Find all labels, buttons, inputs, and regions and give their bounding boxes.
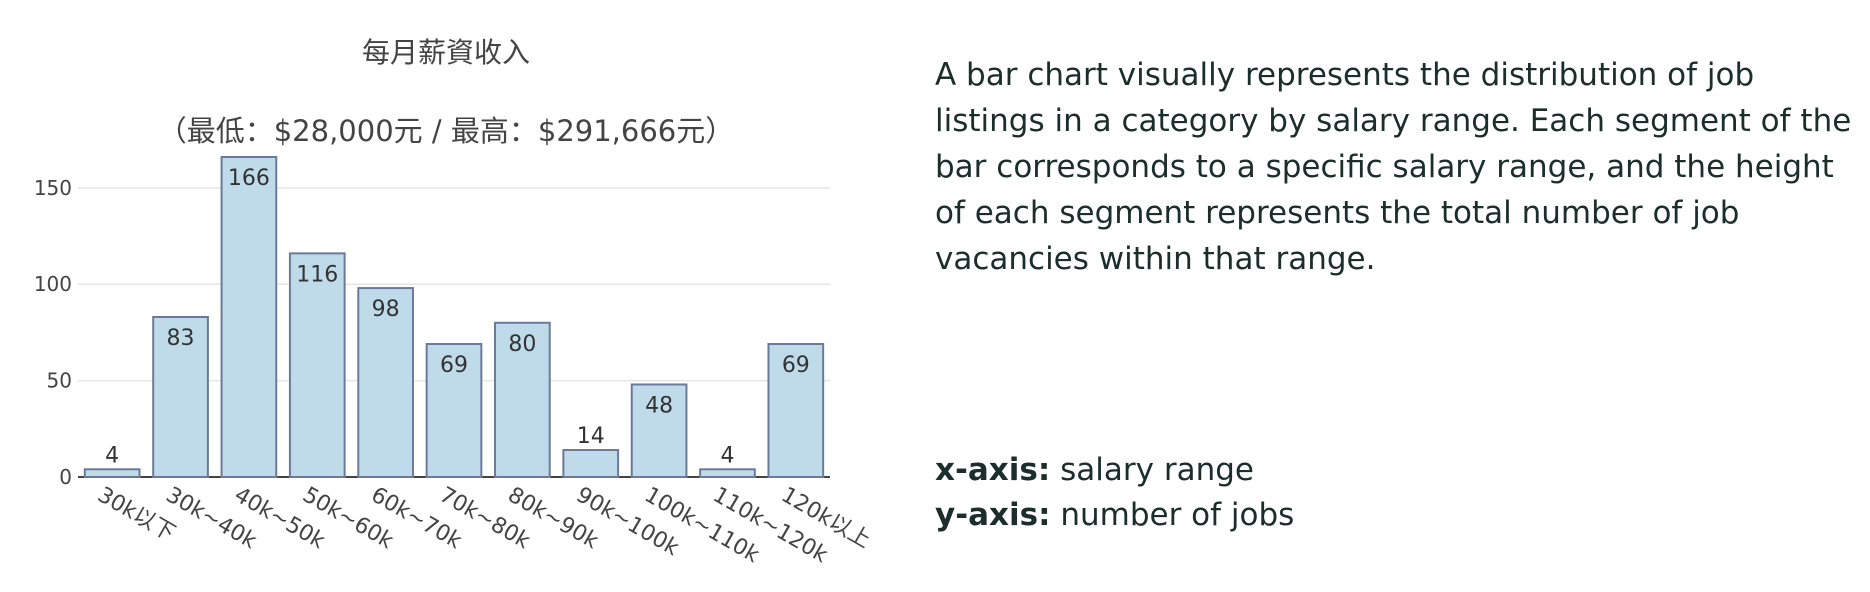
data-label: 166 bbox=[228, 166, 270, 191]
data-label: 69 bbox=[440, 353, 468, 378]
data-label: 4 bbox=[105, 443, 119, 468]
data-label: 4 bbox=[720, 443, 734, 468]
x-axis-note: x-axis: salary range bbox=[935, 448, 1835, 493]
bar bbox=[220, 156, 278, 478]
data-label: 98 bbox=[372, 297, 400, 322]
bar bbox=[767, 342, 825, 478]
bar bbox=[357, 287, 414, 479]
x-tick-label: 30k以下 bbox=[93, 483, 179, 547]
y-tick-label: 50 bbox=[47, 369, 72, 393]
bar bbox=[425, 342, 483, 478]
chart-svg: 每月薪資收入 （最低：$28,000元 / 最高：$291,666元） 4 83 1… bbox=[34, 36, 875, 568]
data-label: 83 bbox=[167, 326, 195, 351]
description-panel: A bar chart visually represents the dist… bbox=[935, 52, 1855, 282]
y-axis-note-key: y-axis: bbox=[935, 497, 1051, 533]
x-axis-note-value: salary range bbox=[1060, 452, 1254, 488]
y-tick-label: 100 bbox=[34, 272, 72, 296]
y-axis-note: y-axis: number of jobs bbox=[935, 493, 1835, 538]
bar bbox=[630, 383, 688, 478]
bar bbox=[288, 252, 346, 478]
bar-chart: 每月薪資收入 （最低：$28,000元 / 最高：$291,666元） 4 83 1… bbox=[0, 0, 900, 592]
bar bbox=[562, 449, 620, 479]
axis-notes: x-axis: salary range y-axis: number of j… bbox=[935, 448, 1835, 538]
y-tick-label: 0 bbox=[59, 465, 72, 489]
y-tick-label: 150 bbox=[34, 176, 72, 200]
chart-subtitle: （最低：$28,000元 / 最高：$291,666元） bbox=[158, 114, 735, 148]
chart-title: 每月薪資收入 bbox=[362, 36, 530, 69]
bar bbox=[83, 468, 141, 478]
y-axis-note-value: number of jobs bbox=[1060, 497, 1295, 533]
bar bbox=[152, 316, 209, 478]
bar bbox=[699, 468, 756, 478]
data-label: 69 bbox=[782, 353, 810, 378]
chart-description: A bar chart visually represents the dist… bbox=[935, 57, 1852, 277]
data-label: 116 bbox=[296, 262, 338, 287]
data-label: 14 bbox=[577, 424, 605, 449]
x-axis-note-key: x-axis: bbox=[935, 452, 1051, 488]
data-label: 48 bbox=[645, 393, 673, 418]
bar bbox=[494, 321, 551, 479]
data-label: 80 bbox=[508, 332, 536, 357]
